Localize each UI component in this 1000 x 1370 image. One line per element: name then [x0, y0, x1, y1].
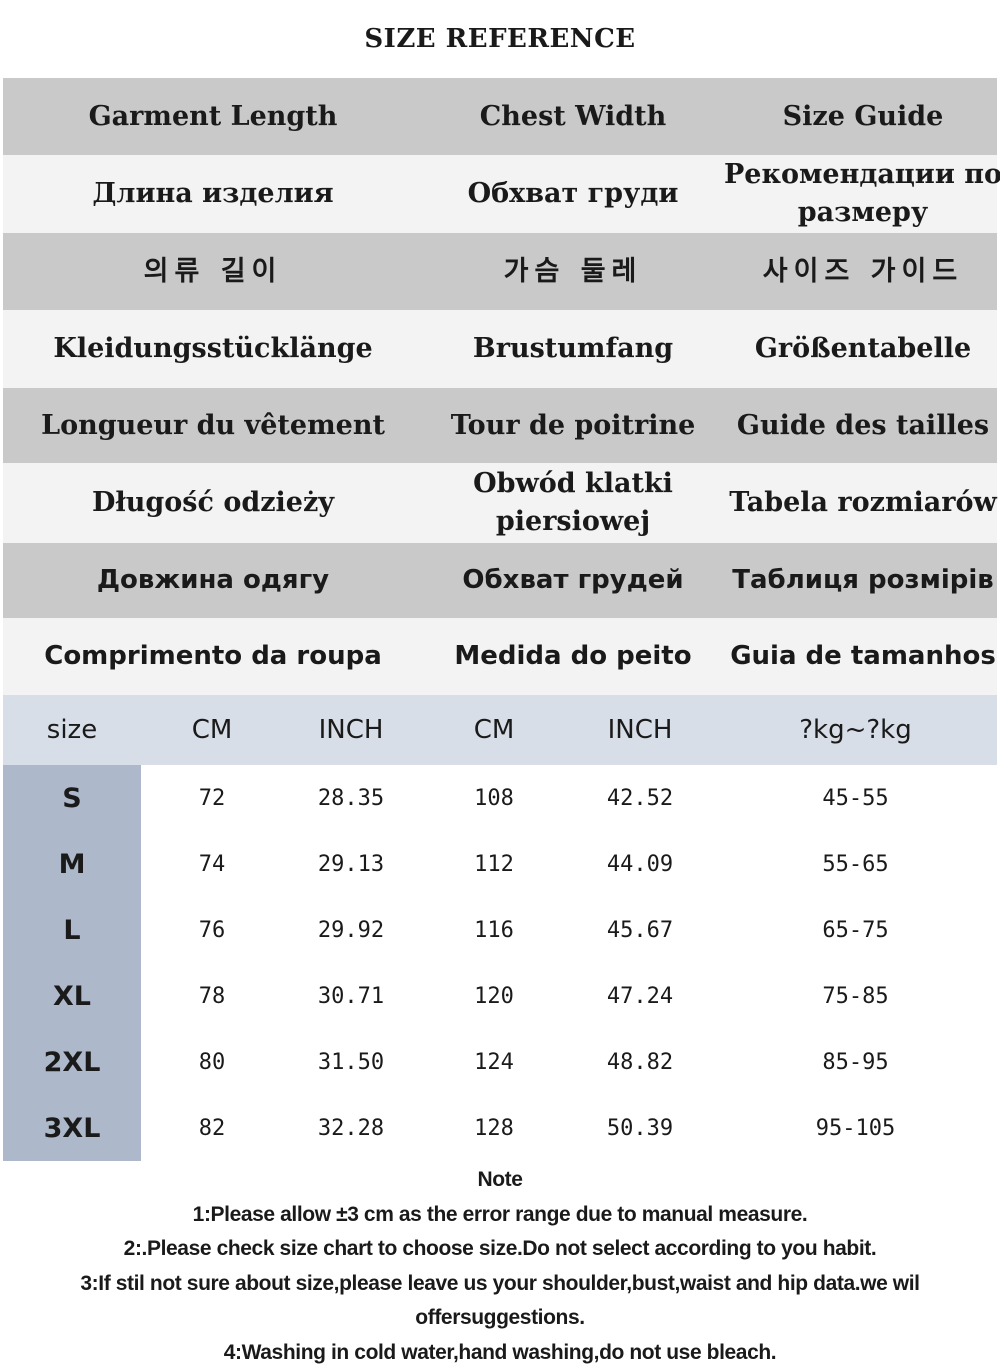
notes: Note 1:Please allow ±3 cm as the error r…	[0, 1161, 1000, 1370]
table-cell: 85-95	[711, 1050, 1000, 1075]
table-cell: 32.28	[283, 1116, 419, 1141]
table-cell: 95-105	[711, 1116, 1000, 1141]
table-cell: 124	[419, 1050, 569, 1075]
table-cell: 31.50	[283, 1050, 419, 1075]
size-label: 2XL	[3, 1029, 141, 1095]
size-label: 3XL	[3, 1095, 141, 1161]
table-cell: 45.67	[569, 918, 711, 943]
table-cell: 72	[141, 786, 283, 811]
table-cell: 78	[141, 984, 283, 1009]
label-cell: Таблиця розмірів	[723, 562, 1000, 598]
size-label: S	[3, 765, 141, 831]
note-1: 1:Please allow ±3 cm as the error range …	[0, 1198, 1000, 1233]
table-cell: 75-85	[711, 984, 1000, 1009]
table-cell: 29.92	[283, 918, 419, 943]
note-3: 3:If stil not sure about size,please lea…	[0, 1267, 1000, 1336]
label-cell: Обхват грудей	[423, 562, 723, 598]
column-header: INCH	[283, 715, 419, 745]
table-cell: 76	[141, 918, 283, 943]
label-cell: Brustumfang	[423, 330, 723, 368]
label-cell: Tour de poitrine	[423, 407, 723, 445]
label-cell: Größentabelle	[723, 330, 1000, 368]
table-cell: 112	[419, 852, 569, 877]
column-header: INCH	[569, 715, 711, 745]
label-cell: Обхват груди	[423, 175, 723, 213]
label-cell: Довжина одягу	[3, 562, 423, 598]
table-cell: 47.24	[569, 984, 711, 1009]
size-label: XL	[3, 963, 141, 1029]
note-4: 4:Washing in cold water,hand washing,do …	[0, 1336, 1000, 1370]
table-cell: 80	[141, 1050, 283, 1075]
table-cell: 108	[419, 786, 569, 811]
note-2: 2:.Please check size chart to choose siz…	[0, 1232, 1000, 1267]
label-cell: Kleidungsstücklänge	[3, 330, 423, 368]
label-cell: 사이즈 가이드	[723, 253, 1000, 291]
table-cell: 48.82	[569, 1050, 711, 1075]
table-cell: 28.35	[283, 786, 419, 811]
label-cell: Długość odzieży	[3, 484, 423, 522]
label-cell: Medida do peito	[423, 638, 723, 674]
table-cell: 50.39	[569, 1116, 711, 1141]
label-cell: Длина изделия	[3, 175, 423, 213]
table-cell: 55-65	[711, 852, 1000, 877]
table-cell: 29.13	[283, 852, 419, 877]
size-label: M	[3, 831, 141, 897]
table-cell: 82	[141, 1116, 283, 1141]
label-cell: Longueur du vêtement	[3, 407, 423, 445]
label-cell: 가슴 둘레	[423, 253, 723, 291]
label-cell: Рекомендации по размеру	[723, 156, 1000, 232]
table-cell: 30.71	[283, 984, 419, 1009]
table-cell: 44.09	[569, 852, 711, 877]
table-cell: 42.52	[569, 786, 711, 811]
label-cell: Chest Width	[423, 98, 723, 136]
table-cell: 120	[419, 984, 569, 1009]
label-cell: Comprimento da roupa	[3, 638, 423, 674]
column-header: CM	[141, 715, 283, 745]
page-title: SIZE REFERENCE	[0, 0, 1000, 78]
label-cell: Tabela rozmiarów	[723, 484, 1000, 522]
label-cell: Garment Length	[3, 98, 423, 136]
table-cell: 128	[419, 1116, 569, 1141]
label-cell: Guide des tailles	[723, 407, 1000, 445]
column-header: size	[3, 715, 141, 745]
size-label: L	[3, 897, 141, 963]
table-cell: 74	[141, 852, 283, 877]
label-cell: 의류 길이	[3, 253, 423, 291]
table-cell: 45-55	[711, 786, 1000, 811]
table-cell: 65-75	[711, 918, 1000, 943]
label-cell: Size Guide	[723, 98, 1000, 136]
column-header: ?kg~?kg	[711, 715, 1000, 745]
column-header: CM	[419, 715, 569, 745]
label-cell: Guia de tamanhos	[723, 638, 1000, 674]
label-cell: Obwód klatki piersiowej	[423, 465, 723, 541]
notes-heading: Note	[0, 1163, 1000, 1198]
table-cell: 116	[419, 918, 569, 943]
